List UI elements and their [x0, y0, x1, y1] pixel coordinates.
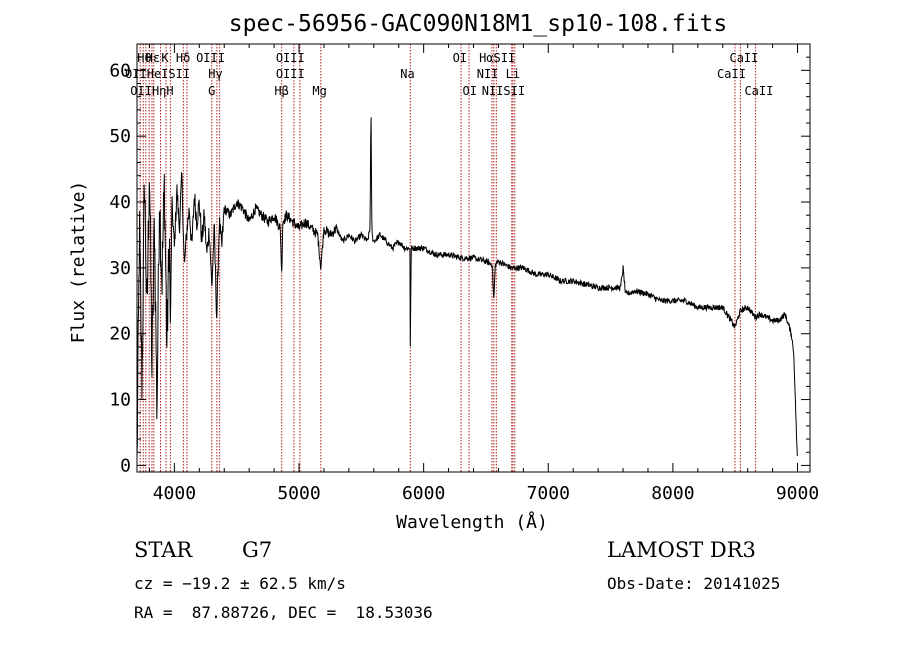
line-label: CaII — [744, 84, 773, 98]
line-label: Hδ — [176, 51, 190, 65]
x-tick-label: 5000 — [277, 483, 320, 504]
object-subclass: G7 — [242, 538, 273, 562]
line-label: OIIHeISII — [125, 67, 190, 81]
line-label: OIII — [276, 51, 305, 65]
obs-date: Obs-Date: 20141025 — [607, 574, 781, 593]
x-tick-label: 8000 — [651, 483, 694, 504]
y-tick-label: 10 — [109, 390, 131, 411]
line-label: OI — [463, 84, 477, 98]
line-label: OIII — [276, 67, 305, 81]
line-label: Mg — [312, 84, 326, 98]
line-label: CaII — [729, 51, 758, 65]
line-label: Hγ — [208, 67, 222, 81]
x-tick-label: 6000 — [402, 483, 445, 504]
coordinates: RA = 87.88726, DEC = 18.53036 — [134, 603, 433, 622]
y-tick-label: 0 — [120, 455, 131, 476]
object-class: STAR — [134, 538, 193, 562]
survey-name: LAMOST DR3 — [607, 538, 756, 562]
y-tick-label: 20 — [109, 324, 131, 345]
line-label: NIISII — [482, 84, 525, 98]
y-tick-label: 50 — [109, 126, 131, 147]
line-label: G — [208, 84, 215, 98]
spectrum-series — [136, 117, 798, 456]
line-label: Na — [400, 67, 414, 81]
line-label: Hε — [146, 51, 160, 65]
x-tick-label: 7000 — [527, 483, 570, 504]
line-label: OIIHηH — [130, 84, 173, 98]
x-tick-label: 9000 — [776, 483, 819, 504]
line-label: HαSII — [479, 51, 515, 65]
plot-frame — [136, 43, 811, 473]
y-tick-label: 40 — [109, 192, 131, 213]
x-tick-label: 4000 — [153, 483, 196, 504]
y-tick-label: 30 — [109, 258, 131, 279]
line-label: OIII — [196, 51, 225, 65]
line-label: K — [161, 51, 169, 65]
line-label: Hθ — [137, 51, 151, 65]
line-label: Hβ — [274, 84, 288, 98]
axes: 4000 5000 6000 7000 8000 9000 0 10 20 30 40 50 60 — [109, 44, 819, 504]
x-axis-label: Wavelength (Å) — [396, 511, 548, 533]
line-label: CaII — [717, 67, 746, 81]
chart-title: spec-56956-GAC090N18M1_sp10-108.fits — [229, 11, 728, 37]
y-axis-label: Flux (relative) — [68, 181, 89, 344]
line-label: OI — [453, 51, 467, 65]
line-label: NII Li — [477, 67, 520, 81]
y-tick-label: 60 — [109, 60, 131, 81]
redshift-readout: cz = −19.2 ± 62.5 km/s — [134, 574, 346, 593]
spectral-line-markers — [139, 44, 756, 472]
